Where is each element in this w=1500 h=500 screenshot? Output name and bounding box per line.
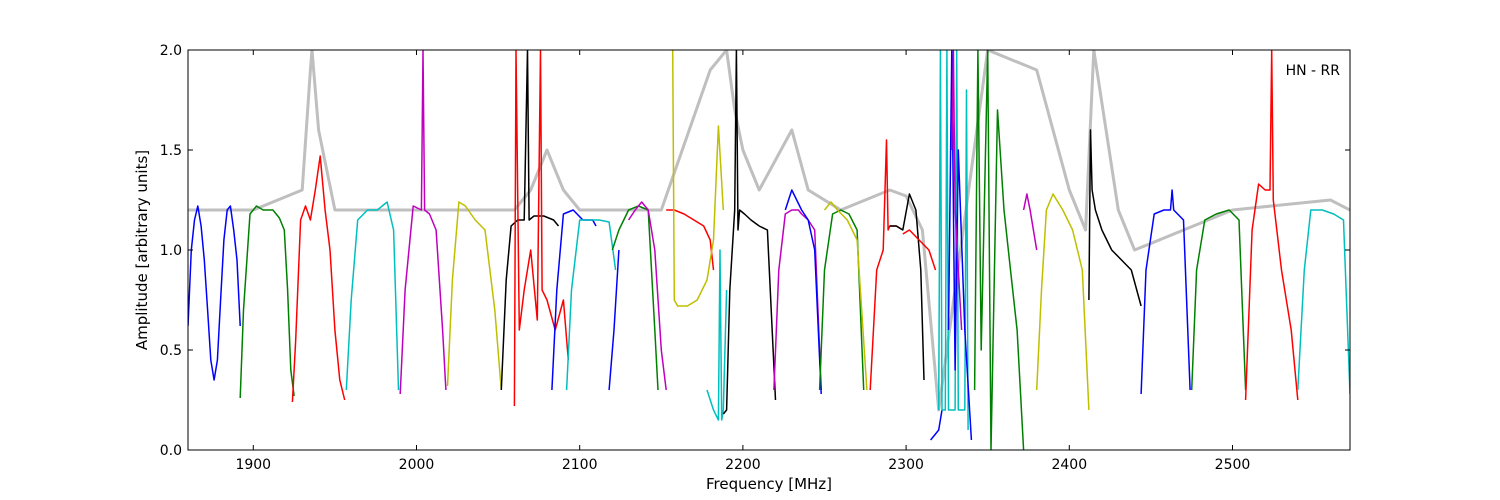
x-tick-label: 2500 xyxy=(1215,457,1251,473)
series-line-13 xyxy=(627,201,667,391)
series-line-29 xyxy=(973,50,1025,450)
series-line-21 xyxy=(823,201,868,391)
series-line-17 xyxy=(722,50,777,415)
series-line-35 xyxy=(1244,50,1299,401)
x-tick-label: 2000 xyxy=(399,457,435,473)
series-line-1 xyxy=(188,205,241,381)
series-line-7 xyxy=(500,50,560,391)
series-line-28 xyxy=(951,50,963,331)
series-line-36 xyxy=(1297,209,1350,395)
y-tick-label: 2.0 xyxy=(160,43,182,59)
series-line-6 xyxy=(446,201,503,391)
x-tick-label: 2100 xyxy=(562,457,598,473)
series-line-16 xyxy=(706,249,728,421)
ticks-layer: 1900 2000 2100 2200 2300 2400 2500 0.0 0.5 1.0 1.5… xyxy=(160,43,1350,473)
series-line-27 xyxy=(947,50,973,441)
y-tick-label: 1.5 xyxy=(160,143,182,159)
series-line-23 xyxy=(889,193,925,381)
series-line-32 xyxy=(1088,129,1142,307)
series-line-15 xyxy=(671,50,725,307)
series-line-34 xyxy=(1190,209,1247,391)
series-line-8 xyxy=(513,50,570,407)
series-line-4 xyxy=(345,201,400,391)
series-line-20 xyxy=(818,209,865,391)
background-series-line xyxy=(188,50,1350,412)
chart-annotation: HN - RR xyxy=(1286,63,1341,79)
series-line-3 xyxy=(291,155,346,403)
series-line-24 xyxy=(902,229,937,271)
series-layer xyxy=(188,50,1350,450)
y-tick-label: 0.5 xyxy=(160,343,182,359)
x-axis-label: Frequency [MHz] xyxy=(706,475,832,493)
x-tick-label: 2200 xyxy=(725,457,761,473)
series-line-33 xyxy=(1140,189,1191,395)
x-tick-label: 2300 xyxy=(888,457,924,473)
series-line-10 xyxy=(565,219,617,391)
series-line-26 xyxy=(937,50,969,431)
x-tick-label: 2400 xyxy=(1051,457,1087,473)
series-line-25 xyxy=(930,409,943,441)
series-line-11 xyxy=(608,249,620,391)
y-tick-label: 0.0 xyxy=(160,443,182,459)
y-tick-label: 1.0 xyxy=(160,243,182,259)
x-tick-label: 1900 xyxy=(235,457,271,473)
series-line-31 xyxy=(1035,193,1090,411)
series-line-5 xyxy=(399,50,447,395)
series-line-19 xyxy=(784,189,822,395)
series-line-2 xyxy=(239,205,295,399)
y-axis-label: Amplitude [arbitrary units] xyxy=(133,150,151,350)
series-line-30 xyxy=(1022,193,1038,251)
series-line-18 xyxy=(773,209,822,391)
